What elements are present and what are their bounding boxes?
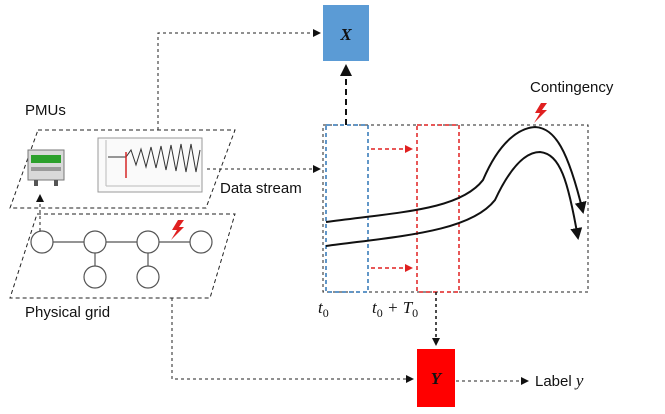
- contingency-label: Contingency: [530, 79, 614, 96]
- label-y-text: Label y: [535, 371, 584, 390]
- x-box-label: X: [339, 25, 352, 44]
- prediction-window: [416, 124, 460, 293]
- lightning-bolt-icon: [534, 103, 547, 123]
- pmus-label: PMUs: [25, 102, 66, 119]
- grid-bus: [136, 230, 160, 254]
- pmu-to-x-arrow: [157, 29, 321, 130]
- grid-bus: [83, 265, 107, 289]
- physical-grid-label: Physical grid: [25, 304, 110, 321]
- lightning-bolt-icon: [171, 220, 184, 240]
- trajectory-lower: [325, 150, 583, 247]
- grid-to-y-arrow: [171, 298, 414, 383]
- x-box: [323, 5, 369, 61]
- time-series-box: [322, 124, 589, 293]
- y-box-label: Y: [431, 369, 443, 388]
- data-stream-label: Data stream: [220, 180, 302, 197]
- waveform-plot-icon: [97, 137, 203, 193]
- y-box: [417, 349, 455, 407]
- t0-plus-T0-label: t0 + T0: [372, 298, 418, 320]
- t0-label: t0: [318, 298, 329, 320]
- pmu-layer: [9, 129, 236, 209]
- pmu-device-icon: [27, 149, 65, 186]
- grid-bus: [189, 230, 213, 254]
- grid-bus: [83, 230, 107, 254]
- grid-bus: [136, 265, 160, 289]
- grid-network: [30, 230, 213, 289]
- observation-window: [325, 124, 369, 293]
- physical-grid-layer: [9, 213, 236, 299]
- grid-bus: [30, 230, 54, 254]
- trajectory-upper: [325, 125, 587, 223]
